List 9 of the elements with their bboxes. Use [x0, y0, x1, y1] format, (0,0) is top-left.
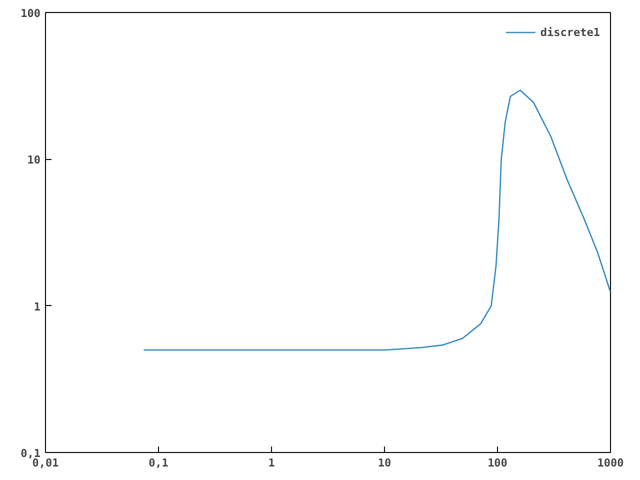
x-tick-label: 0,1 [148, 456, 169, 470]
x-tick-label: 1 [268, 456, 276, 470]
x-tick-label: 100 [488, 456, 508, 470]
y-tick-label: 1 [34, 300, 41, 314]
y-tick-label: 100 [20, 7, 41, 20]
x-tick-label: 10 [378, 456, 392, 470]
y-tick-label: 10 [27, 154, 41, 167]
legend-label: discrete1 [540, 26, 600, 38]
x-tick-label: 1000 [597, 456, 624, 470]
